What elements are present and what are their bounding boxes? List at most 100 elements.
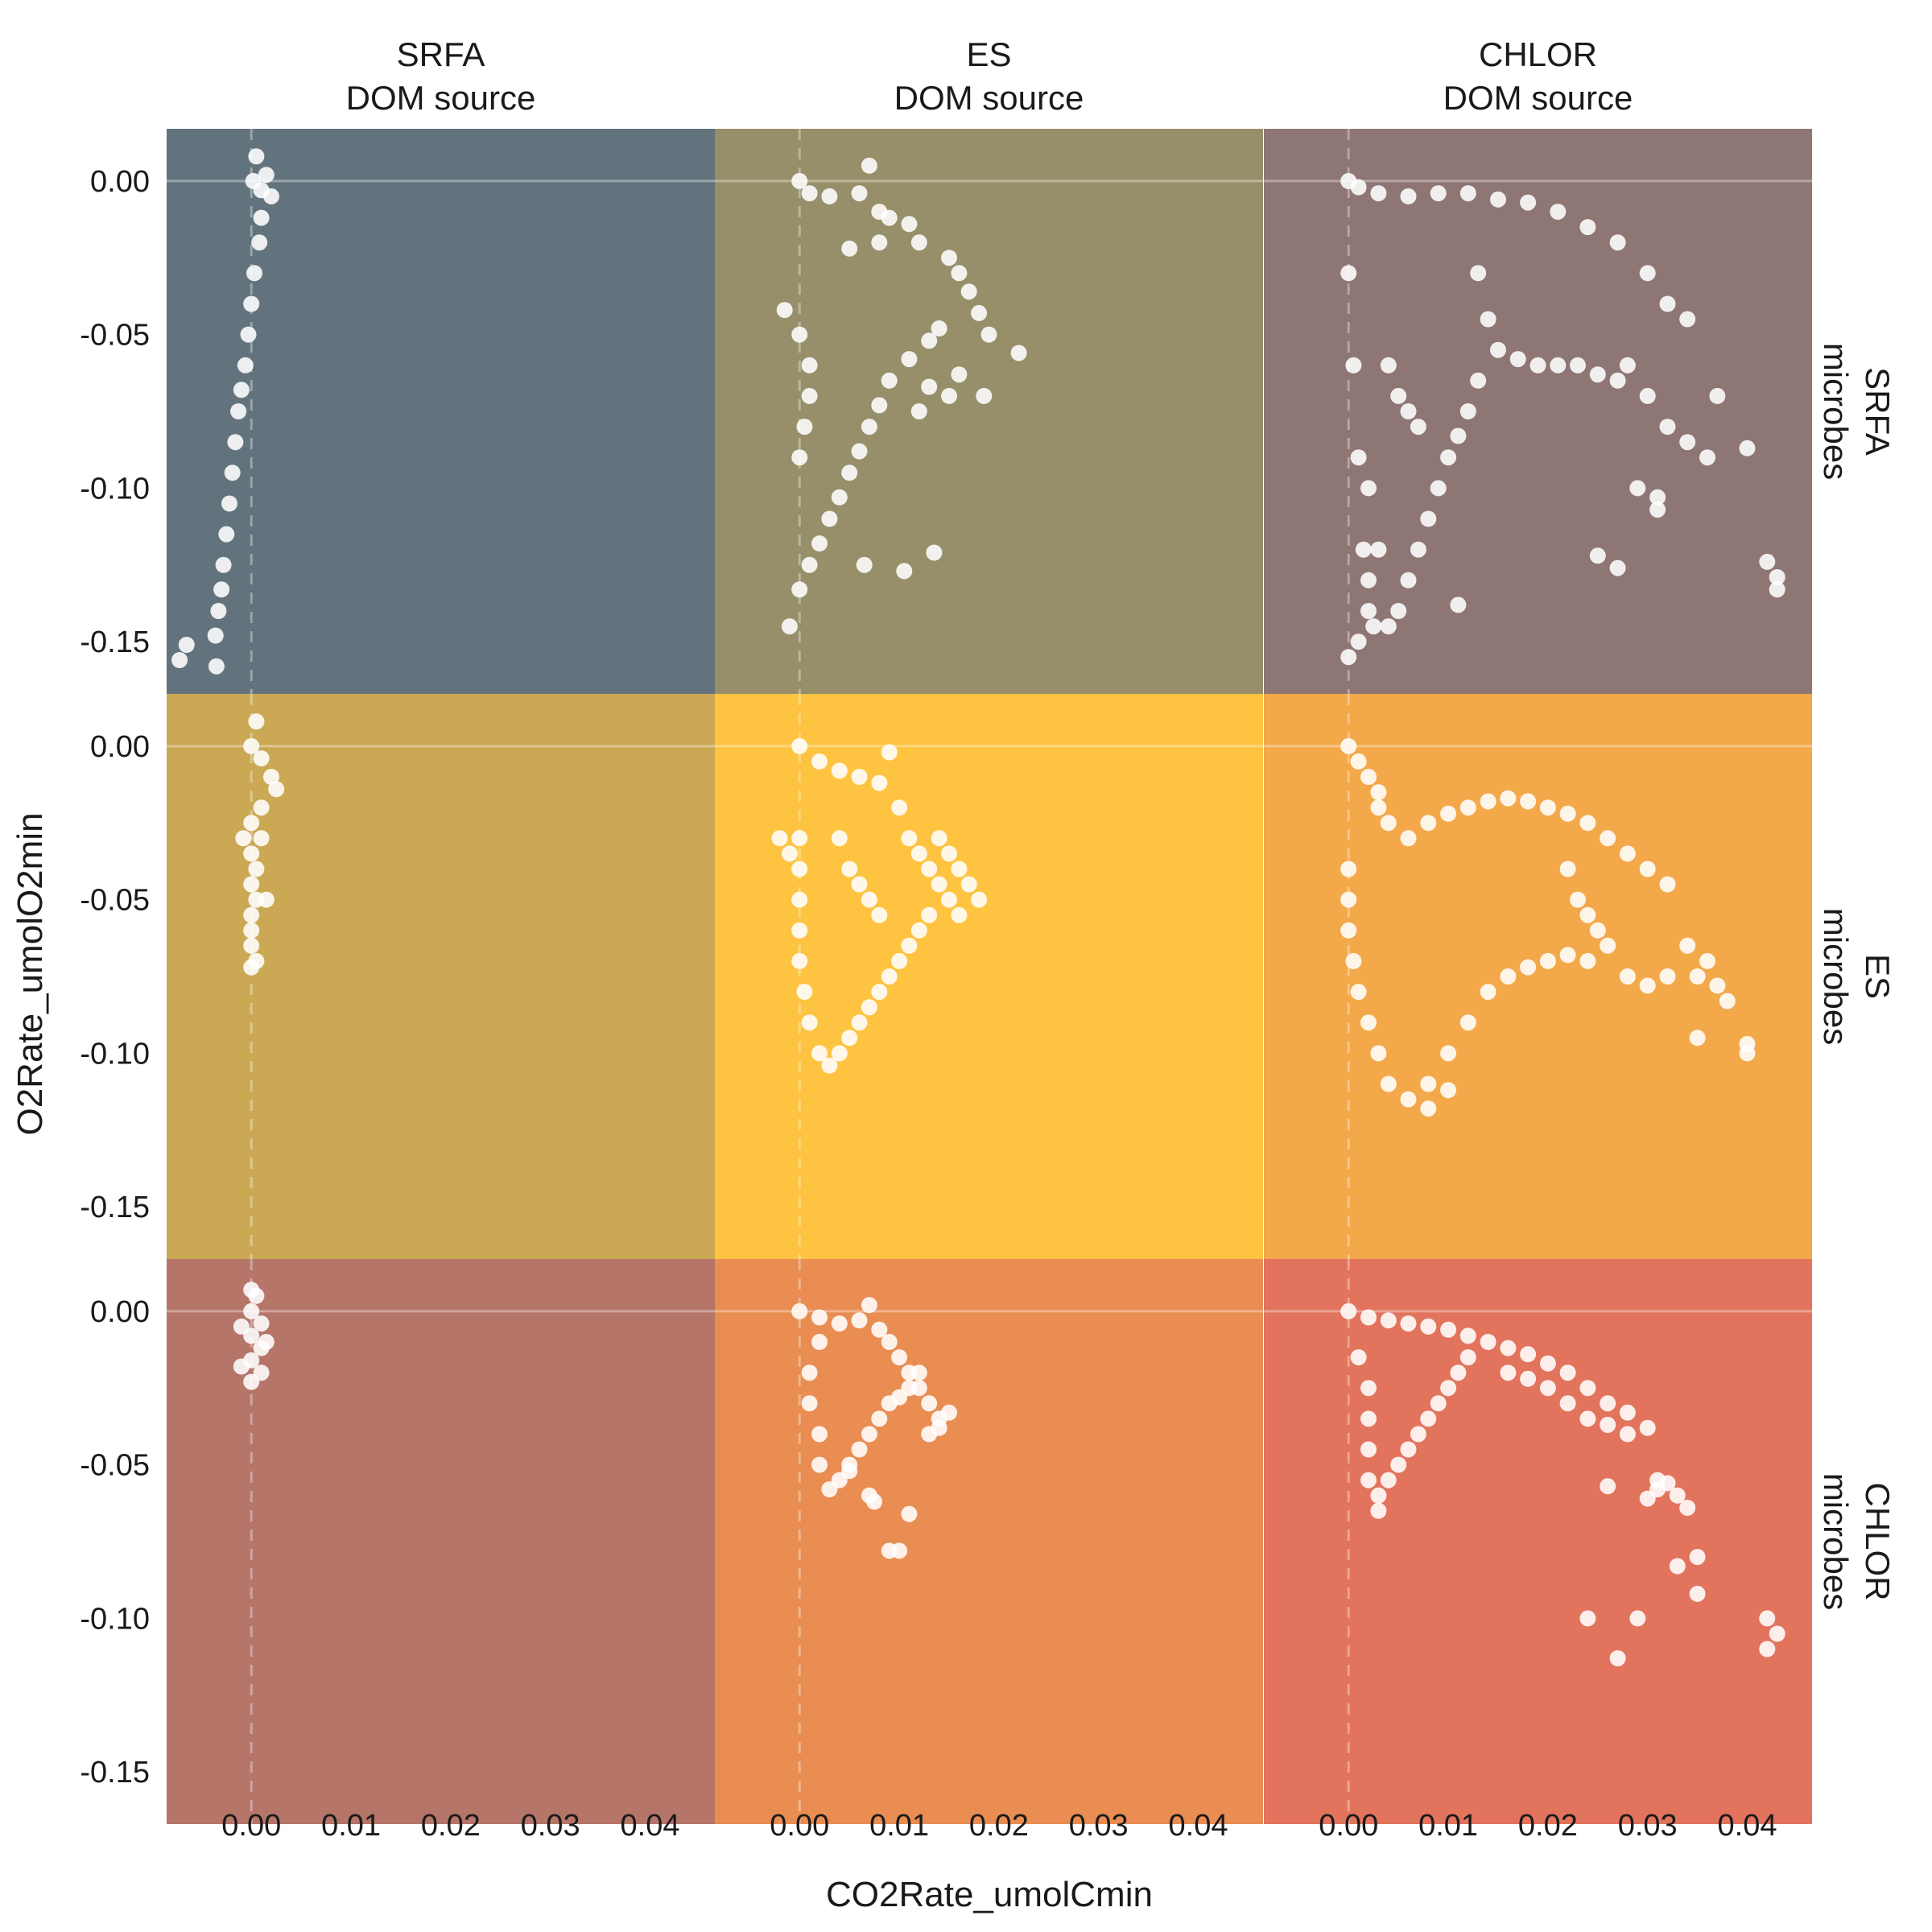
data-point (227, 434, 244, 451)
data-point (910, 234, 927, 251)
data-point (1609, 372, 1626, 389)
data-point (263, 769, 279, 785)
data-point (811, 1309, 828, 1326)
data-point (1010, 345, 1027, 361)
data-point (1500, 790, 1517, 807)
data-point (1440, 805, 1457, 822)
data-point (243, 959, 260, 976)
data-point (1609, 1650, 1626, 1666)
data-point (831, 762, 848, 779)
data-point (901, 830, 918, 847)
data-point (1559, 1364, 1576, 1381)
column-strips: SRFA DOM source ES DOM source CHLOR DOM sourc… (346, 35, 1633, 117)
data-point (1619, 845, 1636, 862)
data-point (1739, 440, 1756, 456)
data-point (1340, 737, 1357, 754)
data-point (831, 830, 848, 847)
data-point (791, 172, 808, 189)
data-point (1360, 1309, 1377, 1326)
data-point (1360, 1380, 1377, 1397)
data-point (1669, 1558, 1686, 1575)
data-point (941, 250, 957, 266)
data-point (1350, 984, 1367, 1001)
panel-es-es (715, 694, 1263, 1259)
data-point (243, 845, 260, 862)
data-point (1440, 1321, 1457, 1338)
data-point (851, 1441, 868, 1458)
data-point (1539, 952, 1556, 969)
panel-background (167, 694, 715, 1259)
data-point (926, 544, 943, 561)
data-point (1459, 799, 1476, 816)
data-point (1600, 830, 1616, 847)
data-point (951, 265, 968, 282)
data-point (871, 1410, 888, 1427)
data-point (861, 419, 877, 436)
data-point (1759, 1641, 1776, 1657)
data-point (171, 652, 188, 668)
data-point (1600, 1395, 1616, 1412)
data-point (1459, 1349, 1476, 1366)
panel-background (1264, 694, 1812, 1259)
col-strip-line2: DOM source (346, 79, 536, 117)
data-point (1340, 861, 1357, 877)
y-tick-label: -0.15 (80, 1191, 150, 1224)
data-point (891, 799, 908, 816)
data-point (1600, 1478, 1616, 1495)
x-tick-label: 0.01 (869, 1809, 929, 1843)
data-point (1589, 366, 1606, 383)
x-tick-label: 0.04 (1169, 1809, 1228, 1843)
data-point (268, 781, 285, 798)
data-point (1520, 793, 1537, 810)
data-point (910, 922, 927, 939)
data-point (891, 1349, 908, 1366)
data-point (851, 769, 868, 785)
data-point (240, 326, 257, 343)
data-point (851, 185, 868, 202)
data-point (841, 240, 858, 257)
data-point (1365, 618, 1382, 635)
data-point (931, 1419, 947, 1436)
data-point (1659, 419, 1676, 436)
data-point (1400, 830, 1417, 847)
data-point (233, 1358, 250, 1375)
data-point (1420, 510, 1437, 527)
data-point (213, 581, 230, 598)
panel-background (715, 694, 1263, 1259)
row-strip-line2: microbes (1817, 343, 1855, 480)
data-point (1500, 1364, 1517, 1381)
x-tick-label: 0.03 (521, 1809, 580, 1843)
y-tick-label: -0.15 (80, 1756, 150, 1790)
panel-grid (167, 129, 1812, 1824)
data-point (1579, 906, 1596, 923)
data-point (1400, 1091, 1417, 1108)
data-point (1739, 1045, 1756, 1062)
data-point (801, 1014, 818, 1031)
data-point (253, 209, 270, 226)
data-point (951, 366, 968, 383)
data-point (1619, 357, 1636, 374)
y-axis-ticks: 0.00 -0.05 -0.10 -0.15 0.00 -0.05 -0.10 -0.15 0.… (80, 165, 150, 1790)
data-point (821, 1057, 838, 1074)
row-strip-line1: SRFA (1859, 367, 1897, 456)
data-point (1345, 357, 1362, 374)
y-tick-label: -0.10 (80, 1037, 150, 1071)
data-point (253, 830, 270, 847)
data-point (1559, 805, 1576, 822)
data-point (941, 1404, 957, 1421)
data-point (791, 891, 808, 908)
data-point (1709, 977, 1726, 994)
data-point (1380, 1075, 1397, 1092)
data-point (1559, 1395, 1576, 1412)
data-point (1360, 1410, 1377, 1427)
data-point (971, 304, 988, 321)
data-point (1400, 1315, 1417, 1332)
data-point (851, 443, 868, 460)
data-point (1430, 480, 1447, 497)
data-point (1679, 311, 1696, 328)
data-point (1619, 1426, 1636, 1443)
data-point (801, 357, 818, 374)
row-strip-line1: CHLOR (1859, 1482, 1897, 1600)
data-point (1579, 1380, 1596, 1397)
panel-chlor-chlor (1264, 1259, 1812, 1824)
